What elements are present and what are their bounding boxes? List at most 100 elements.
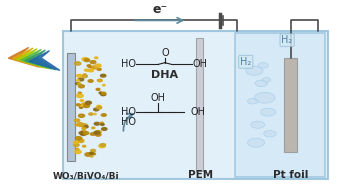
Circle shape — [102, 92, 106, 94]
Circle shape — [91, 133, 95, 135]
Circle shape — [99, 144, 105, 148]
Text: e⁻: e⁻ — [152, 3, 167, 16]
Circle shape — [97, 105, 101, 108]
Circle shape — [101, 124, 104, 125]
Circle shape — [78, 92, 81, 94]
Circle shape — [76, 94, 83, 98]
Circle shape — [94, 57, 98, 59]
Circle shape — [97, 68, 101, 70]
Circle shape — [88, 66, 92, 68]
Circle shape — [98, 79, 102, 82]
Circle shape — [75, 148, 79, 150]
Text: OH: OH — [151, 93, 166, 103]
Circle shape — [101, 114, 106, 116]
Circle shape — [88, 69, 93, 72]
Polygon shape — [29, 51, 60, 70]
Circle shape — [79, 105, 83, 106]
FancyBboxPatch shape — [236, 33, 325, 177]
Circle shape — [75, 124, 78, 126]
Circle shape — [90, 61, 96, 64]
Circle shape — [73, 141, 78, 144]
Text: HO: HO — [121, 60, 136, 70]
Circle shape — [92, 67, 94, 68]
Circle shape — [247, 99, 258, 104]
Text: WO₃/BiVO₄/Bi: WO₃/BiVO₄/Bi — [52, 171, 119, 180]
Circle shape — [94, 113, 96, 115]
Circle shape — [77, 83, 81, 85]
Text: O: O — [161, 48, 169, 58]
Circle shape — [254, 92, 275, 103]
Circle shape — [81, 133, 86, 136]
Text: OH: OH — [193, 60, 208, 70]
Text: HO: HO — [121, 117, 136, 127]
Circle shape — [79, 106, 83, 108]
Circle shape — [74, 119, 80, 122]
FancyBboxPatch shape — [64, 31, 328, 179]
Circle shape — [83, 74, 86, 75]
Circle shape — [85, 153, 92, 156]
Text: PEM: PEM — [188, 170, 213, 180]
Circle shape — [84, 126, 88, 128]
Circle shape — [78, 78, 84, 81]
Circle shape — [102, 84, 105, 86]
Circle shape — [82, 75, 87, 78]
Circle shape — [77, 80, 79, 81]
Circle shape — [92, 127, 95, 129]
Polygon shape — [21, 49, 52, 69]
Circle shape — [78, 85, 84, 88]
Circle shape — [94, 131, 100, 134]
Circle shape — [83, 132, 89, 135]
Circle shape — [78, 114, 85, 117]
Circle shape — [96, 88, 100, 90]
Bar — [196, 38, 203, 171]
Circle shape — [75, 150, 81, 153]
Circle shape — [74, 144, 79, 146]
Circle shape — [101, 74, 106, 77]
Circle shape — [90, 152, 93, 154]
Circle shape — [91, 153, 95, 155]
Circle shape — [82, 127, 86, 129]
Circle shape — [95, 64, 101, 67]
Circle shape — [74, 62, 81, 65]
Circle shape — [97, 107, 102, 109]
Circle shape — [261, 108, 276, 116]
Text: H₂: H₂ — [281, 35, 293, 45]
Circle shape — [84, 59, 90, 62]
Circle shape — [258, 63, 268, 68]
Circle shape — [76, 104, 80, 106]
Circle shape — [101, 93, 106, 96]
Circle shape — [255, 80, 268, 87]
Circle shape — [92, 66, 99, 69]
Circle shape — [102, 128, 107, 130]
Circle shape — [98, 106, 101, 108]
Circle shape — [100, 122, 103, 124]
Circle shape — [94, 108, 99, 111]
Circle shape — [262, 78, 271, 82]
Polygon shape — [17, 49, 48, 68]
Text: H₂: H₂ — [240, 57, 252, 67]
Circle shape — [84, 69, 88, 71]
Circle shape — [79, 125, 82, 126]
Circle shape — [94, 122, 100, 125]
Circle shape — [96, 131, 101, 133]
Circle shape — [83, 145, 86, 147]
Circle shape — [90, 156, 93, 157]
Circle shape — [99, 92, 102, 94]
Text: DHA: DHA — [151, 70, 178, 80]
Circle shape — [77, 74, 82, 77]
Polygon shape — [8, 47, 39, 67]
Circle shape — [246, 66, 263, 75]
Circle shape — [89, 113, 93, 115]
Circle shape — [247, 138, 265, 147]
Circle shape — [95, 133, 101, 136]
Bar — [67, 53, 75, 161]
Circle shape — [79, 132, 84, 134]
Circle shape — [82, 58, 88, 61]
Circle shape — [91, 149, 95, 152]
Circle shape — [75, 137, 82, 140]
Circle shape — [264, 130, 276, 137]
Text: Pt foil: Pt foil — [273, 170, 308, 180]
Circle shape — [100, 144, 105, 146]
Circle shape — [87, 65, 91, 67]
Circle shape — [82, 103, 87, 106]
